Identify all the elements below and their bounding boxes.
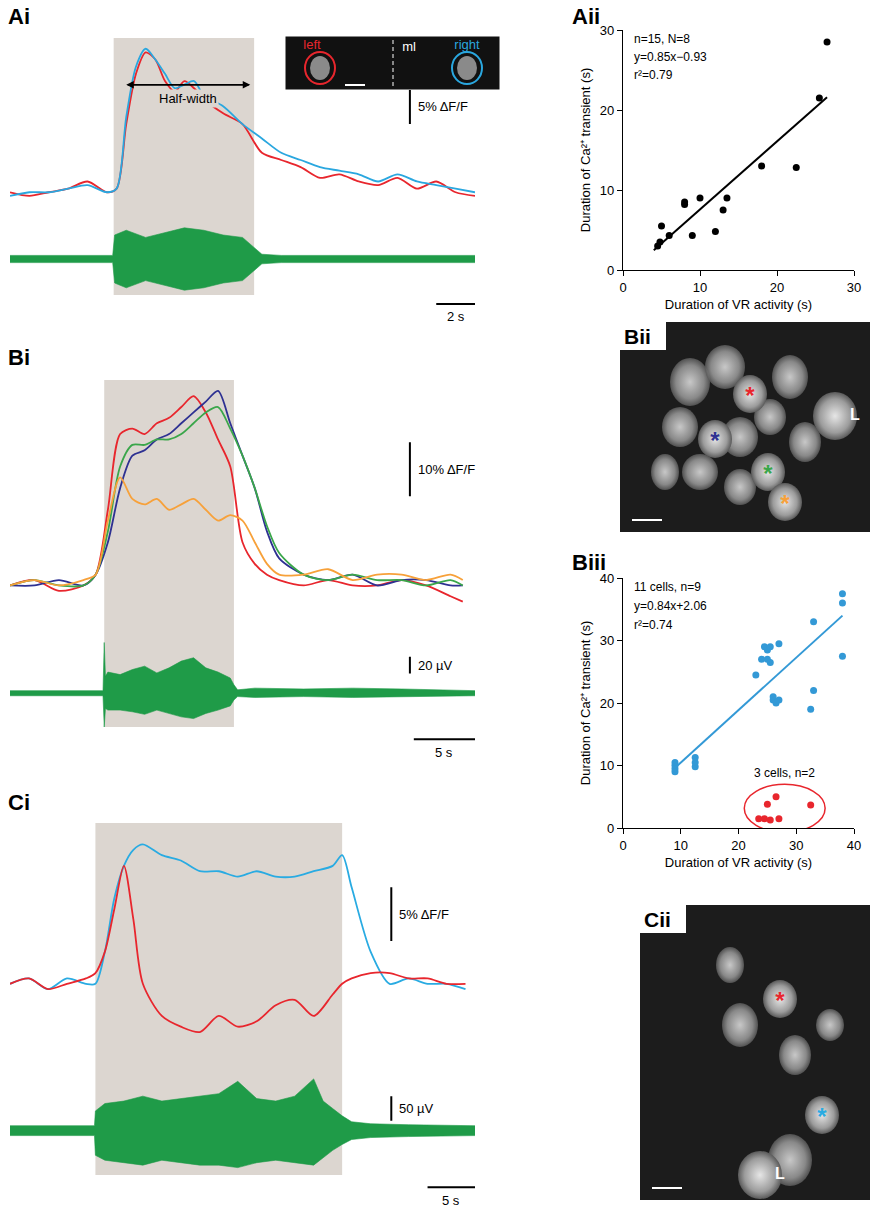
svg-text:40: 40	[599, 570, 615, 586]
svg-text:*: *	[780, 490, 790, 517]
svg-text:Cii: Cii	[644, 908, 671, 931]
svg-text:y=0.84x+2.06: y=0.84x+2.06	[634, 599, 707, 613]
svg-text:*: *	[710, 427, 720, 454]
html-text:Bi: Bi	[8, 345, 30, 370]
svg-text:40: 40	[847, 838, 861, 853]
html-text:Ai: Ai	[8, 4, 30, 29]
svg-text:20: 20	[770, 280, 784, 295]
svg-text:*: *	[817, 1103, 827, 1130]
svg-text:20: 20	[731, 838, 745, 853]
svg-text:0: 0	[607, 821, 614, 836]
svg-text:20 µV: 20 µV	[418, 658, 453, 673]
svg-text:3 cells, n=2: 3 cells, n=2	[754, 766, 815, 780]
svg-text:Bii: Bii	[624, 325, 651, 348]
svg-text:0: 0	[607, 263, 614, 278]
svg-text:0: 0	[619, 280, 626, 295]
svg-text:0: 0	[619, 838, 626, 853]
svg-text:L: L	[850, 406, 860, 423]
svg-text:30: 30	[789, 838, 803, 853]
svg-text:20: 20	[600, 103, 614, 118]
svg-text:Duration of Ca²⁺ transient (s): Duration of Ca²⁺ transient (s)	[578, 68, 593, 232]
html-text:Aii: Aii	[572, 4, 601, 29]
svg-text:2 s: 2 s	[447, 309, 465, 324]
svg-text:10: 10	[600, 758, 614, 773]
svg-text:*: *	[745, 382, 755, 409]
svg-text:Duration of VR activity (s): Duration of VR activity (s)	[665, 297, 812, 312]
svg-text:30: 30	[847, 280, 861, 295]
svg-text:ml: ml	[402, 39, 416, 54]
svg-text:10: 10	[693, 280, 707, 295]
svg-text:r²=0.79: r²=0.79	[634, 68, 673, 82]
svg-text:5% ΔF/F: 5% ΔF/F	[418, 99, 468, 114]
html-text:Ci: Ci	[8, 790, 30, 815]
svg-text:n=15, N=8: n=15, N=8	[634, 32, 690, 46]
svg-text:*: *	[763, 460, 773, 487]
svg-text:Duration of VR activity (s): Duration of VR activity (s)	[665, 855, 812, 870]
svg-text:Duration of Ca²⁺ transient (s): Duration of Ca²⁺ transient (s)	[578, 621, 593, 785]
svg-text:5% ΔF/F: 5% ΔF/F	[399, 907, 449, 922]
svg-text:5 s: 5 s	[435, 745, 453, 760]
svg-text:20: 20	[600, 696, 614, 711]
svg-text:11 cells, n=9: 11 cells, n=9	[634, 580, 701, 594]
html-text:Biii: Biii	[572, 550, 607, 575]
svg-text:L: L	[775, 1165, 785, 1182]
svg-text:left: left	[303, 37, 321, 52]
svg-text:*: *	[775, 987, 785, 1014]
svg-text:5 s: 5 s	[442, 1193, 460, 1208]
svg-text:50 µV: 50 µV	[399, 1101, 434, 1116]
svg-text:30: 30	[600, 633, 614, 648]
svg-text:y=0.85x−0.93: y=0.85x−0.93	[634, 50, 707, 64]
svg-text:r²=0.74: r²=0.74	[634, 618, 673, 632]
svg-text:10: 10	[674, 838, 688, 853]
svg-text:10% ΔF/F: 10% ΔF/F	[418, 462, 475, 477]
svg-text:30: 30	[600, 23, 614, 38]
svg-text:right: right	[454, 37, 480, 52]
svg-text:Half-width: Half-width	[159, 91, 217, 106]
svg-text:10: 10	[600, 183, 614, 198]
